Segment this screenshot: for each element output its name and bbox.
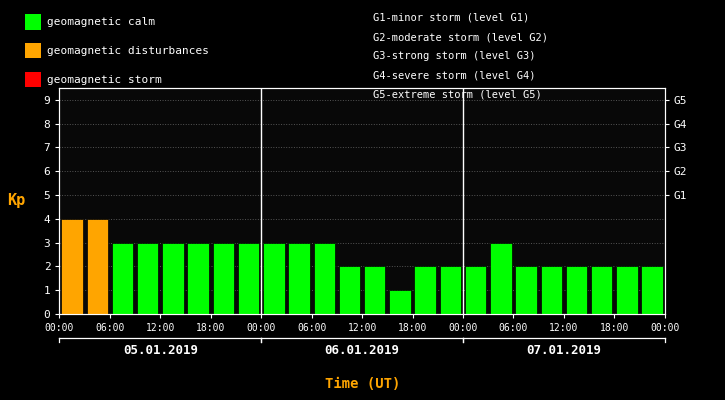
Text: G2-moderate storm (level G2): G2-moderate storm (level G2)	[373, 32, 548, 42]
Text: 07.01.2019: 07.01.2019	[526, 344, 602, 356]
Text: geomagnetic calm: geomagnetic calm	[47, 17, 155, 27]
Bar	[238, 243, 260, 314]
Bar	[616, 266, 638, 314]
Text: G5-extreme storm (level G5): G5-extreme storm (level G5)	[373, 90, 542, 100]
Bar	[642, 266, 663, 314]
Bar	[515, 266, 536, 314]
Bar	[591, 266, 613, 314]
Bar	[364, 266, 386, 314]
Bar	[490, 243, 512, 314]
Bar	[566, 266, 587, 314]
Text: 05.01.2019: 05.01.2019	[123, 344, 198, 356]
Bar	[137, 243, 159, 314]
Text: Time (UT): Time (UT)	[325, 377, 400, 391]
Bar	[263, 243, 285, 314]
Bar	[62, 219, 83, 314]
Text: 06.01.2019: 06.01.2019	[325, 344, 399, 356]
Text: geomagnetic disturbances: geomagnetic disturbances	[47, 46, 209, 56]
Bar	[112, 243, 133, 314]
Bar	[465, 266, 486, 314]
Bar	[339, 266, 360, 314]
Text: geomagnetic storm: geomagnetic storm	[47, 74, 162, 85]
Bar	[541, 266, 562, 314]
Text: G1-minor storm (level G1): G1-minor storm (level G1)	[373, 13, 530, 23]
Bar	[162, 243, 183, 314]
Bar	[188, 243, 209, 314]
Bar	[439, 266, 461, 314]
Text: G3-strong storm (level G3): G3-strong storm (level G3)	[373, 51, 536, 61]
Bar	[415, 266, 436, 314]
Bar	[389, 290, 410, 314]
Bar	[289, 243, 310, 314]
Text: G4-severe storm (level G4): G4-severe storm (level G4)	[373, 70, 536, 81]
Text: Kp: Kp	[7, 192, 25, 208]
Bar	[212, 243, 234, 314]
Bar	[314, 243, 335, 314]
Bar	[86, 219, 108, 314]
